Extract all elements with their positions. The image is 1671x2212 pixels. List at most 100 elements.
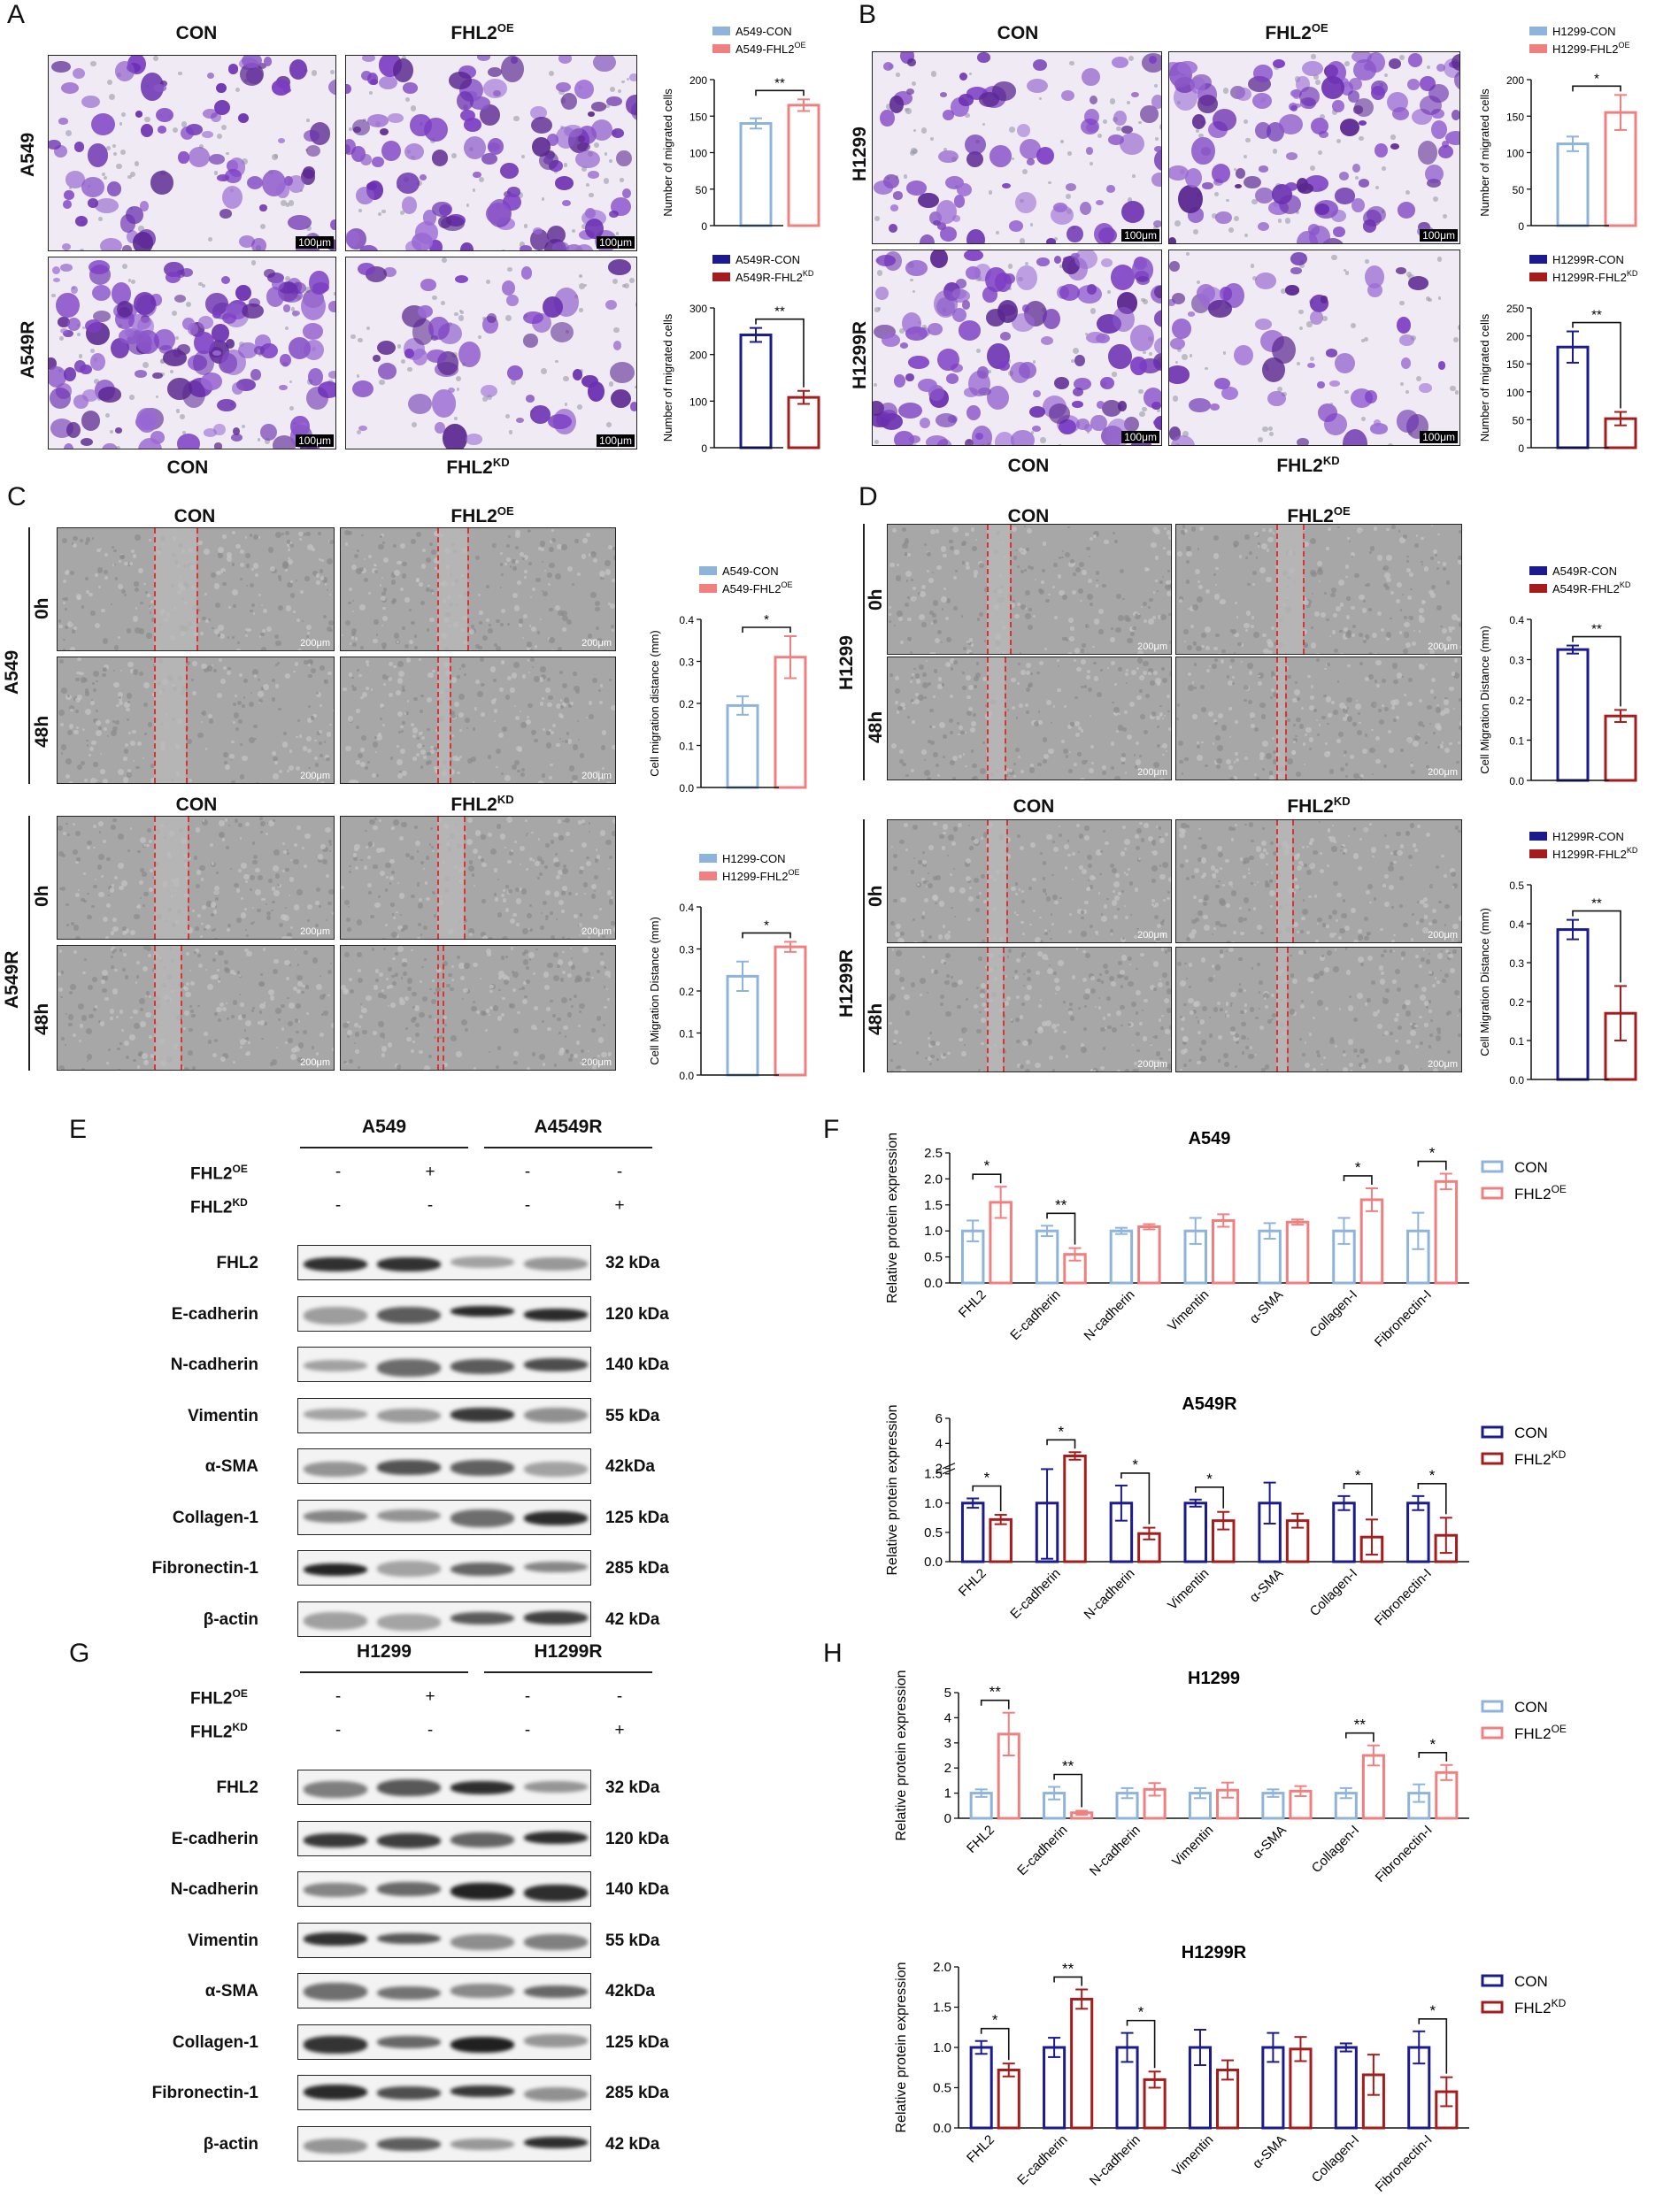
y-tick-label: 0.4 — [679, 902, 694, 914]
wb-band-strip — [297, 1295, 591, 1332]
x-tick-label: Fibronectin-I — [1372, 1287, 1435, 1350]
legend-label: A549R-FHL2KD — [1552, 580, 1631, 595]
a-header-fhl2oe: FHL2OE — [450, 21, 514, 43]
y-tick-label: 0.3 — [1509, 957, 1524, 970]
legend-label: H1299R-FHL2KD — [1552, 269, 1638, 284]
bar — [1604, 714, 1637, 782]
wb-band — [450, 1780, 514, 1794]
d-time-0h-2: 0h — [866, 885, 886, 907]
scratch-image: 200μm — [57, 945, 335, 1071]
wb-band-strip — [297, 2075, 591, 2110]
legend-label: A549-CON — [722, 565, 779, 578]
wb-band — [450, 1562, 514, 1577]
wb-condition-label: FHL2KD — [190, 1721, 248, 1742]
wb-condition-mark: + — [614, 1196, 625, 1215]
wb-band — [524, 2034, 588, 2047]
significance-bracket — [742, 932, 791, 939]
y-tick-label: 0.4 — [1509, 918, 1524, 931]
a-footer-con: CON — [166, 457, 209, 478]
x-tick-label: α-SMA — [1250, 2132, 1290, 2172]
significance-bracket — [1417, 1160, 1447, 1171]
y-axis-label: Relative protein expression — [885, 1405, 900, 1576]
wb-protein-label: β-actin — [203, 1609, 258, 1629]
wb-band — [304, 1408, 367, 1420]
wb-band — [377, 1257, 441, 1272]
wb-band — [377, 1985, 441, 2001]
y-tick-label: 0.3 — [1509, 655, 1524, 667]
significance-label: ** — [774, 75, 785, 90]
transwell-image: 100μm — [345, 55, 637, 251]
x-tick-label: Collagen-I — [1307, 1287, 1360, 1340]
wb-group-label: H1299 — [357, 1641, 412, 1662]
wb-band — [304, 2036, 367, 2054]
y-tick-label: 1.0 — [933, 2040, 951, 2055]
wb-band — [524, 1510, 588, 1525]
wb-condition-mark: + — [425, 1687, 435, 1706]
significance-bracket — [1345, 1732, 1375, 1742]
panel-label-e: E — [69, 1115, 88, 1144]
wb-condition-mark: - — [335, 1196, 342, 1215]
wb-protein-label: Fibronectin-1 — [151, 2084, 258, 2102]
wb-band — [524, 1561, 588, 1573]
wb-band — [524, 1257, 588, 1271]
bar — [1556, 648, 1590, 782]
chart-f-a549: CON FHL2OE A549 0.0 0.5 1.0 1.5 2.0 2.5 Relative … — [885, 1129, 1567, 1350]
x-tick-label: Fibronectin-I — [1372, 1566, 1435, 1629]
significance-bracket — [980, 1699, 1010, 1709]
y-tick-label: 1 — [944, 1786, 951, 1801]
wb-condition-mark: - — [524, 1196, 531, 1215]
wb-band — [524, 2136, 588, 2149]
bar — [1334, 2046, 1358, 2130]
wb-kda-label: 42 kDa — [605, 1609, 660, 1629]
bar — [1406, 1502, 1430, 1563]
y-tick-label: 2.5 — [924, 1146, 943, 1161]
wb-condition-mark: + — [425, 1163, 435, 1181]
wb-band — [450, 1460, 514, 1476]
significance-label: * — [764, 612, 769, 627]
bar — [1212, 1218, 1236, 1285]
transwell-image: 100μm — [1168, 51, 1460, 244]
a-row-label-a549r: A549R — [18, 320, 38, 379]
wb-protein-label: α-SMA — [204, 1982, 258, 2001]
d-row-label-h1299r: H1299R — [836, 949, 857, 1018]
panel-label-f: F — [823, 1115, 840, 1144]
y-tick-label: 1.0 — [924, 1224, 943, 1239]
legend-label: H1299-CON — [722, 852, 786, 865]
wb-band — [304, 1510, 367, 1524]
significance-bracket — [1572, 910, 1621, 983]
y-axis-label: Number of migrated cells — [661, 313, 674, 442]
legend-label: CON — [1514, 1699, 1548, 1716]
legend-label: H1299-CON — [1552, 25, 1616, 38]
legend-swatch — [1529, 44, 1547, 53]
wb-group-line — [484, 1671, 652, 1673]
y-tick-label: 3 — [944, 1736, 951, 1751]
legend-swatch — [1529, 584, 1547, 593]
legend-swatch — [699, 854, 717, 863]
y-tick-label: 0.3 — [679, 944, 694, 956]
d-header-con: CON — [1007, 506, 1050, 526]
wb-kda-label: 285 kDa — [605, 2084, 669, 2102]
x-tick-label: Vimentin — [1165, 1566, 1212, 1613]
wb-band — [377, 2035, 441, 2048]
scratch-image: 200μm — [887, 524, 1172, 655]
y-tick-label: 0.0 — [679, 1070, 694, 1082]
significance-label: * — [1429, 1736, 1436, 1753]
chart-a-top: A549-CON A549-FHL2OE 0 50 100 150 200 Number of… — [661, 25, 820, 233]
bar — [1183, 1502, 1207, 1563]
c-header-fhl2kd: FHL2KD — [450, 793, 514, 815]
y-tick-label: 0 — [701, 442, 707, 455]
significance-label: * — [764, 918, 769, 933]
wb-band — [304, 1932, 367, 1947]
y-tick-label: 0.0 — [933, 2121, 951, 2136]
b-header-fhl2oe: FHL2OE — [1265, 21, 1328, 43]
wb-band — [304, 1359, 367, 1372]
wb-condition-mark: - — [335, 1721, 342, 1740]
chart-title: A549R — [1182, 1394, 1237, 1414]
y-tick-label: 50 — [1513, 414, 1525, 426]
wb-kda-label: 55 kDa — [605, 1406, 660, 1425]
wb-kda-label: 55 kDa — [605, 1931, 660, 1950]
wb-band — [377, 1306, 441, 1324]
wb-protein-label: α-SMA — [204, 1457, 258, 1476]
x-tick-label: FHL2 — [956, 1566, 990, 1600]
wb-protein-label: E-cadherin — [171, 1829, 258, 1848]
